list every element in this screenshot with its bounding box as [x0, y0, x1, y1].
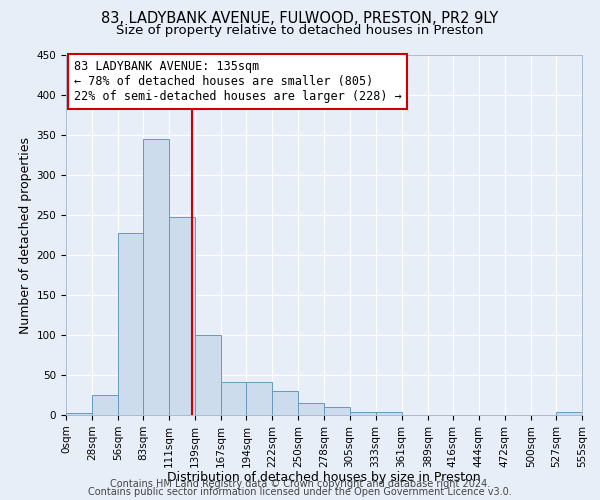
Bar	[118, 234, 143, 415]
Bar	[298, 403, 325, 415]
Bar	[143, 139, 169, 415]
Text: Size of property relative to detached houses in Preston: Size of property relative to detached ho…	[116, 24, 484, 37]
Bar	[221, 382, 247, 415]
Text: 83 LADYBANK AVENUE: 135sqm
← 78% of detached houses are smaller (805)
22% of sem: 83 LADYBANK AVENUE: 135sqm ← 78% of deta…	[74, 60, 401, 104]
Bar	[92, 395, 118, 415]
Bar	[376, 412, 401, 415]
Bar	[325, 407, 350, 415]
Y-axis label: Number of detached properties: Number of detached properties	[19, 136, 32, 334]
Bar	[195, 335, 221, 415]
Bar	[66, 412, 92, 415]
Text: Contains public sector information licensed under the Open Government Licence v3: Contains public sector information licen…	[88, 487, 512, 497]
Bar	[272, 391, 298, 415]
Text: Contains HM Land Registry data © Crown copyright and database right 2024.: Contains HM Land Registry data © Crown c…	[110, 479, 490, 489]
X-axis label: Distribution of detached houses by size in Preston: Distribution of detached houses by size …	[167, 471, 481, 484]
Bar	[169, 218, 195, 415]
Bar	[247, 382, 272, 415]
Bar	[350, 412, 376, 415]
Text: 83, LADYBANK AVENUE, FULWOOD, PRESTON, PR2 9LY: 83, LADYBANK AVENUE, FULWOOD, PRESTON, P…	[101, 11, 499, 26]
Bar	[556, 412, 582, 415]
